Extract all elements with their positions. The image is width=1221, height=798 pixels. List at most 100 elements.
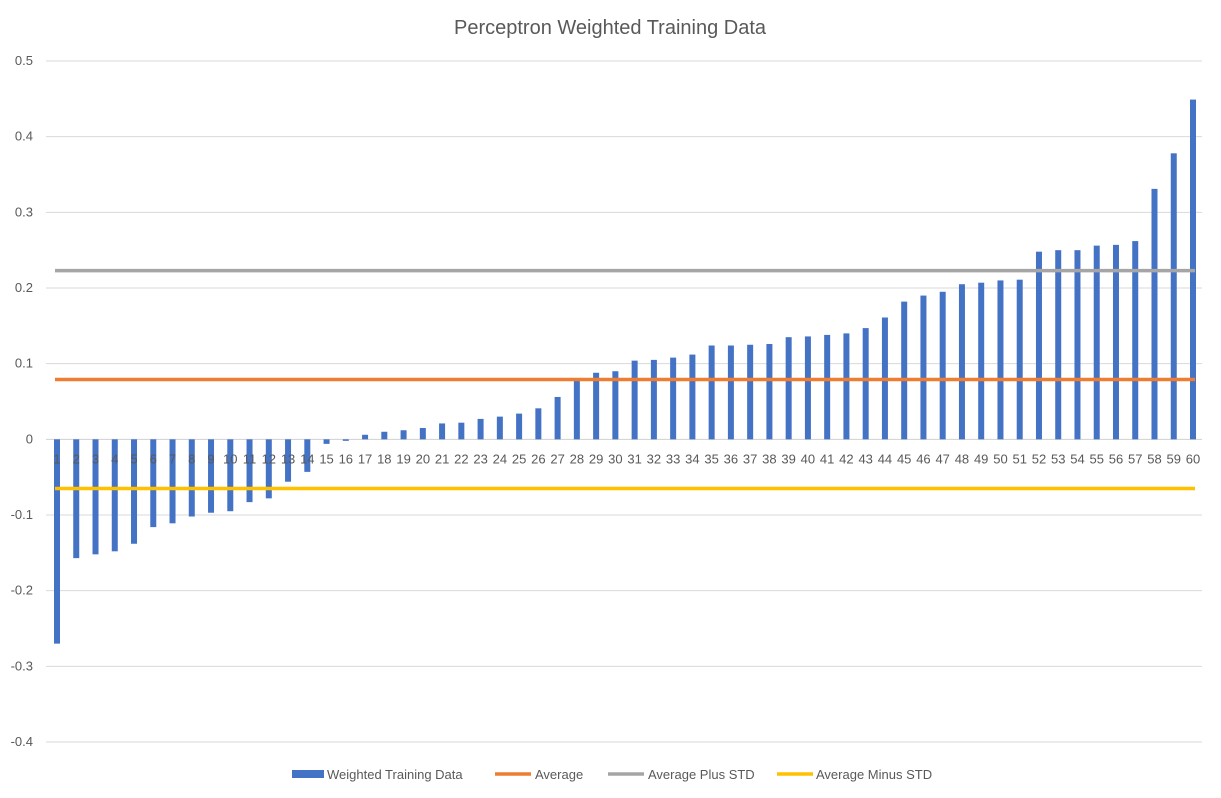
x-tick-label: 32 xyxy=(647,451,661,466)
bar xyxy=(54,439,60,644)
bar xyxy=(285,439,292,482)
y-tick-label: -0.4 xyxy=(11,734,33,749)
x-tick-label: 13 xyxy=(281,451,295,466)
x-tick-label: 29 xyxy=(589,451,603,466)
bar xyxy=(188,439,195,517)
bar xyxy=(1074,250,1081,440)
x-tick-label: 15 xyxy=(319,451,333,466)
y-tick-label: 0.1 xyxy=(15,356,33,371)
bar xyxy=(496,416,503,440)
bar xyxy=(208,439,215,513)
bar xyxy=(169,439,176,524)
bar xyxy=(1132,241,1139,440)
x-tick-label: 5 xyxy=(130,451,137,466)
x-tick-label: 34 xyxy=(685,451,699,466)
bar xyxy=(516,413,523,440)
bar xyxy=(323,439,330,444)
bar xyxy=(573,380,580,440)
x-tick-label: 45 xyxy=(897,451,911,466)
bar xyxy=(73,439,80,559)
y-tick-label: -0.1 xyxy=(11,507,33,522)
x-tick-label: 42 xyxy=(839,451,853,466)
bar xyxy=(1055,250,1062,440)
x-tick-label: 50 xyxy=(993,451,1007,466)
bar xyxy=(150,439,157,528)
bar xyxy=(650,359,657,440)
bar xyxy=(1093,245,1100,440)
x-tick-label: 20 xyxy=(416,451,430,466)
x-tick-label: 14 xyxy=(300,451,314,466)
x-tick-label: 2 xyxy=(73,451,80,466)
bar xyxy=(477,418,484,440)
bar xyxy=(342,439,349,441)
x-tick-label: 27 xyxy=(550,451,564,466)
x-tick-label: 43 xyxy=(858,451,872,466)
bar xyxy=(997,280,1004,440)
bar xyxy=(958,284,965,440)
y-tick-label: 0.2 xyxy=(15,280,33,295)
bar xyxy=(727,345,734,440)
bar xyxy=(381,431,388,440)
x-tick-label: 54 xyxy=(1070,451,1084,466)
x-tick-label: 57 xyxy=(1128,451,1142,466)
x-tick-label: 3 xyxy=(92,451,99,466)
bar xyxy=(824,334,831,440)
x-tick-label: 12 xyxy=(262,451,276,466)
y-tick-label: 0.5 xyxy=(15,53,33,68)
x-tick-label: 47 xyxy=(935,451,949,466)
x-tick-label: 53 xyxy=(1051,451,1065,466)
legend-label-weighted-training-data: Weighted Training Data xyxy=(327,767,463,782)
bar xyxy=(939,291,946,440)
x-tick-label: 4 xyxy=(111,451,118,466)
bar-series xyxy=(54,99,1196,644)
x-tick-label: 28 xyxy=(570,451,584,466)
bar xyxy=(612,371,619,440)
x-tick-label: 60 xyxy=(1186,451,1200,466)
y-tick-label: 0 xyxy=(26,431,33,446)
bar xyxy=(131,439,138,544)
bar xyxy=(747,344,754,440)
bar xyxy=(227,439,234,512)
x-tick-label: 40 xyxy=(801,451,815,466)
y-tick-label: -0.2 xyxy=(11,583,33,598)
bar xyxy=(458,422,465,440)
x-tick-label: 59 xyxy=(1167,451,1181,466)
bar xyxy=(400,430,407,440)
legend-label-average: Average xyxy=(535,767,583,782)
x-tick-label: 23 xyxy=(473,451,487,466)
bar xyxy=(419,427,426,440)
x-tick-label: 44 xyxy=(878,451,892,466)
x-tick-label: 55 xyxy=(1089,451,1103,466)
bar xyxy=(862,328,869,440)
reference-lines xyxy=(55,268,1195,491)
x-tick-label: 36 xyxy=(724,451,738,466)
x-tick-label: 24 xyxy=(493,451,507,466)
bar xyxy=(92,439,99,555)
x-tick-label: 11 xyxy=(243,451,257,466)
bar xyxy=(920,295,927,440)
x-tick-label: 46 xyxy=(916,451,930,466)
x-tick-label: 48 xyxy=(955,451,969,466)
x-tick-label: 19 xyxy=(396,451,410,466)
x-tick-label: 1 xyxy=(53,451,60,466)
x-tick-label: 9 xyxy=(207,451,214,466)
x-axis: 1 2 3 4 5 6 7 8 9 10 11 12 13 14 15 16 17 18 19 20 21 22 23 24 2… xyxy=(53,451,1200,466)
bar xyxy=(766,343,773,440)
bar xyxy=(1112,244,1119,440)
bar xyxy=(708,345,715,440)
bar xyxy=(554,396,561,440)
x-tick-label: 21 xyxy=(435,451,449,466)
x-tick-label: 41 xyxy=(820,451,834,466)
chart-title: Perceptron Weighted Training Data xyxy=(454,17,767,39)
x-tick-label: 8 xyxy=(188,451,195,466)
bar xyxy=(362,434,369,440)
x-tick-label: 22 xyxy=(454,451,468,466)
bar xyxy=(1151,188,1158,440)
bar xyxy=(689,354,696,440)
x-tick-label: 30 xyxy=(608,451,622,466)
y-tick-label: -0.3 xyxy=(11,658,33,673)
bar xyxy=(1035,251,1042,440)
x-tick-label: 39 xyxy=(781,451,795,466)
bar xyxy=(111,439,118,552)
